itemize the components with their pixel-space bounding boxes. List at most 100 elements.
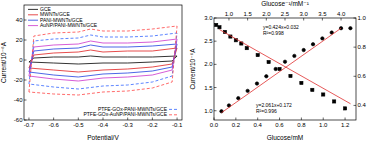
legend-swatch (169, 109, 179, 110)
y2-tick (354, 18, 357, 19)
y-axis-title: Current/10⁻⁶A (189, 48, 196, 90)
chart-0: -0.7-0.6-0.5-0.4-0.3-0.2-0.1-60-40-20020… (0, 5, 183, 141)
plot-area (215, 23, 353, 113)
y-tick-label: -60 (14, 117, 23, 123)
y-tick (24, 60, 27, 61)
x-tick-label: 1.2 (341, 122, 350, 128)
x-tick-label: 0.8 (297, 122, 306, 128)
x2-tick-label: 3.0 (300, 11, 309, 17)
y-tick (214, 64, 217, 65)
y-tick-label: 2.5 (204, 38, 213, 44)
y-tick-label: 0 (19, 57, 23, 63)
x-tick (152, 118, 153, 121)
x-tick-label: -0.2 (147, 122, 158, 128)
legend-swatch (28, 20, 38, 21)
data-point (255, 82, 258, 85)
y-tick (24, 40, 27, 41)
annotation: R²=0.996 (256, 108, 277, 114)
x-tick (279, 118, 280, 121)
x-tick-label: -0.3 (123, 122, 134, 128)
x-tick (235, 118, 236, 121)
y2-tick (354, 47, 357, 48)
y-tick-label: 3.0 (204, 15, 213, 21)
y-tick (24, 20, 27, 21)
data-point (274, 67, 277, 70)
y2-tick-label: 1.0 (358, 15, 367, 21)
plot-area (29, 26, 177, 95)
data-point (237, 96, 240, 99)
series-line (221, 28, 341, 113)
data-point (289, 74, 292, 77)
x-tick (301, 118, 302, 121)
legend-swatch (28, 14, 38, 15)
x-tick-label: 0.6 (275, 122, 284, 128)
y-tick (24, 120, 27, 121)
annotation: R²=0.998 (263, 30, 284, 36)
x-tick (78, 118, 79, 121)
x-tick-label: -0.6 (48, 122, 59, 128)
data-point (343, 107, 346, 110)
series-line (219, 30, 350, 104)
chart-1: 0.00.20.40.60.81.01.21.01.52.02.53.03.54… (189, 0, 367, 141)
plot-frame (214, 18, 356, 120)
x2-tick (285, 18, 286, 21)
data-point (265, 75, 268, 78)
x-tick-label: 1.0 (319, 122, 328, 128)
y-tick (214, 41, 217, 42)
x2-tick-label: 1.5 (243, 11, 252, 17)
x-tick (257, 118, 258, 121)
data-point (256, 53, 259, 56)
x2-tick (266, 18, 267, 21)
data-point (278, 67, 281, 70)
data-point (311, 88, 314, 91)
x-tick (323, 118, 324, 121)
x2-tick-label: 2.0 (262, 11, 271, 17)
x-tick-label: 0.0 (210, 122, 219, 128)
series-line (29, 48, 177, 72)
x-tick (214, 118, 215, 121)
y2-tick-label: 0.8 (358, 44, 367, 50)
y-tick-label: 1.5 (204, 85, 213, 91)
y2-tick (354, 76, 357, 77)
x-tick-label: 0.2 (232, 122, 241, 128)
x2-tick-label: 2.5 (281, 11, 290, 17)
y-tick-label: 20 (16, 37, 23, 43)
x2-tick (341, 18, 342, 21)
x2-tick-label: 1.0 (225, 11, 234, 17)
y-tick (214, 18, 217, 19)
y-tick (214, 110, 217, 111)
data-point (283, 60, 286, 63)
legend-label: AuNP/PANI-MWNTs/GCE (40, 22, 98, 28)
series-line (29, 26, 177, 95)
data-point (215, 23, 218, 26)
data-point (349, 27, 352, 30)
data-point (300, 81, 303, 84)
x-tick (53, 118, 54, 121)
x2-tick (303, 18, 304, 21)
data-point (267, 60, 270, 63)
x2-tick (247, 18, 248, 21)
x2-tick-label: 4.0 (337, 11, 346, 17)
y-tick-label: 40 (16, 17, 23, 23)
y-axis-title: Current/10⁻⁶A (0, 41, 7, 83)
data-point (293, 54, 296, 57)
x-axis-title: Glucose/mM (267, 134, 303, 141)
data-point (302, 48, 305, 51)
x-axis-title: Potential/V (87, 134, 119, 141)
x2-tick (228, 18, 229, 21)
x2-tick (322, 18, 323, 21)
data-point (246, 89, 249, 92)
legend-swatch (169, 114, 179, 115)
legend-entry: PTFE-GOx-AuNP/PANI-MWNTs/GCE (83, 111, 179, 117)
x-tick-label: -0.7 (24, 122, 35, 128)
y-tick-label: 2.0 (204, 61, 213, 67)
figure: -0.7-0.6-0.5-0.4-0.3-0.2-0.1-60-40-20020… (0, 0, 378, 143)
legend-label: PTFE-GOx-AuNP/PANI-MWNTs/GCE (83, 111, 167, 117)
series-line (29, 39, 177, 81)
data-point (333, 100, 336, 103)
y-tick (24, 100, 27, 101)
data-point (311, 43, 314, 46)
x-tick (345, 118, 346, 121)
series-line (29, 44, 177, 77)
x-tick-label: -0.4 (98, 122, 109, 128)
